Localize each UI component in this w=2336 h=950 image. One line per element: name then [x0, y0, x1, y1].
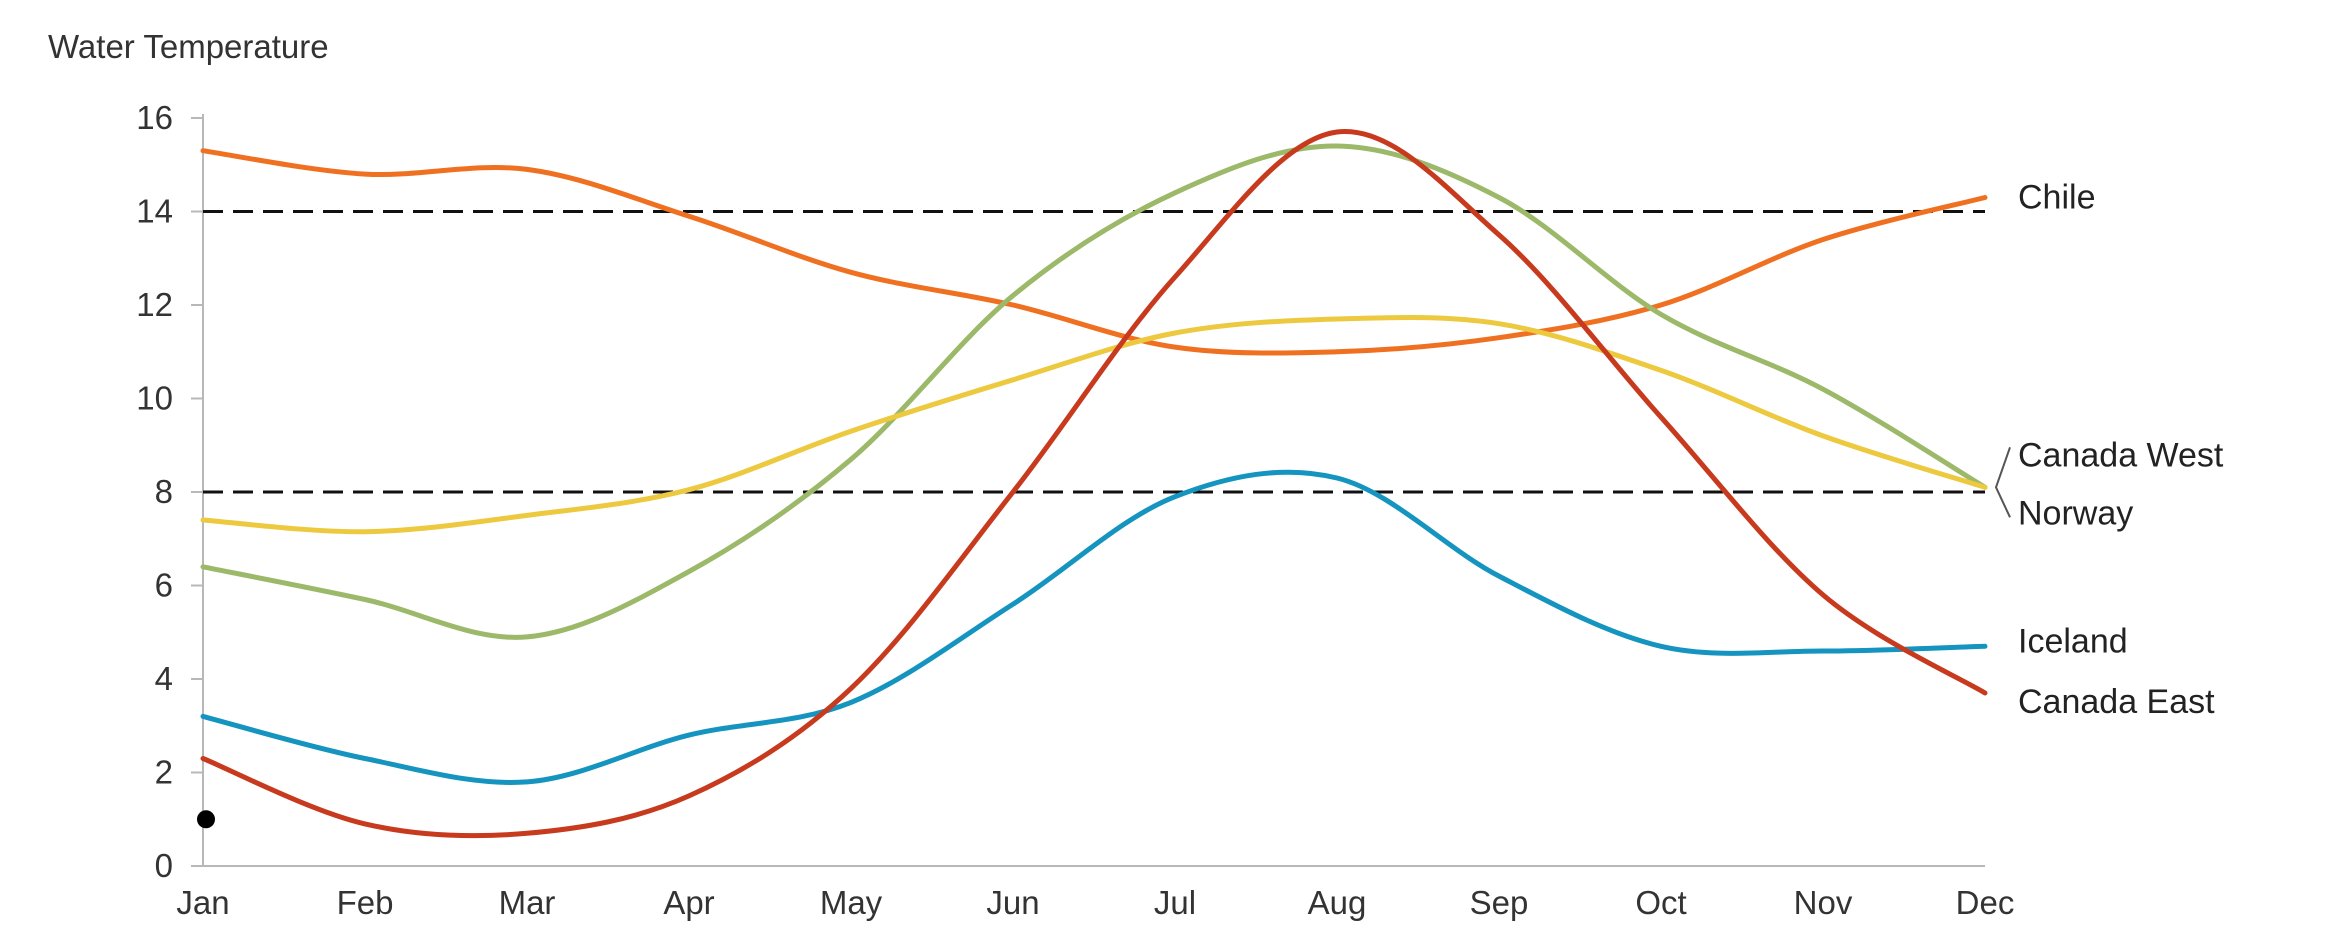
series-line-iceland	[200, 469, 1988, 785]
y-tick-label: 12	[136, 286, 173, 323]
legend-label-canada-west: Canada West	[2018, 436, 2224, 474]
legend: Chile Canada West Norway Iceland Canada East	[1994, 178, 2224, 721]
y-tick-label: 10	[136, 380, 173, 417]
y-tick-label: 6	[155, 567, 173, 604]
series-line-canada-west	[200, 143, 1988, 640]
y-tick-label: 2	[155, 754, 173, 791]
x-tick-label: Aug	[1308, 884, 1367, 921]
x-tick-label: Sep	[1470, 884, 1529, 921]
y-tick-label: 0	[155, 847, 173, 884]
x-tick-label: Oct	[1635, 884, 1686, 921]
x-tick-label: May	[820, 884, 883, 921]
series-line-canada-east	[200, 129, 1988, 839]
y-tick-label: 16	[136, 99, 173, 136]
series-line-norway	[200, 315, 1988, 535]
x-tick-label: Dec	[1956, 884, 2015, 921]
x-tick-label: Apr	[663, 884, 714, 921]
series-group	[200, 129, 1988, 839]
markers	[197, 810, 215, 829]
x-tick-label: Jul	[1154, 884, 1196, 921]
x-tick-label: Jan	[176, 884, 229, 921]
legend-label-iceland: Iceland	[2018, 622, 2128, 660]
x-tick-label: Mar	[499, 884, 556, 921]
axes: 0 2 4 6 8 10 12 14 16 Jan Feb Mar Apr May Jun Jul Aug Sep…	[136, 99, 2014, 921]
y-tick-label: 14	[136, 193, 173, 230]
series-line-chile	[200, 148, 1988, 356]
legend-label-chile: Chile	[2018, 178, 2095, 216]
reference-lines	[203, 210, 1985, 494]
marker-point	[197, 810, 215, 829]
x-tick-label: Jun	[986, 884, 1039, 921]
chart-title: Water Temperature	[48, 28, 329, 65]
x-tick-label: Feb	[337, 884, 394, 921]
legend-label-canada-east: Canada East	[2018, 683, 2215, 721]
y-tick-label: 4	[155, 660, 173, 697]
y-tick-label: 8	[155, 473, 173, 510]
legend-label-norway: Norway	[2018, 494, 2133, 532]
legend-bracket	[1994, 446, 2011, 518]
x-tick-label: Nov	[1794, 884, 1853, 921]
